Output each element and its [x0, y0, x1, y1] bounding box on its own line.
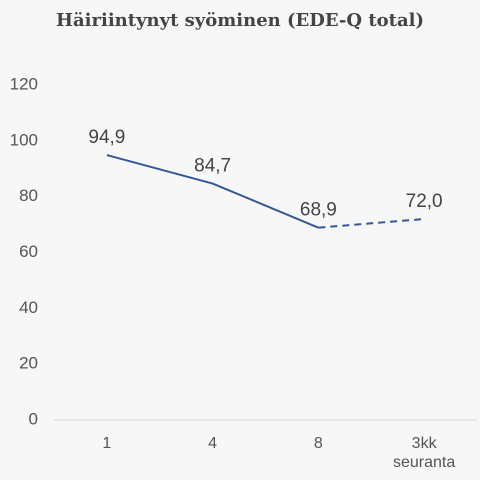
line — [106, 154, 319, 229]
y-tick-label: 60 — [19, 242, 38, 261]
data-label: 72,0 — [406, 191, 443, 212]
data-label: 68,9 — [300, 200, 337, 221]
x-tick-label: 8 — [313, 435, 323, 452]
data-label: 84,7 — [194, 156, 231, 177]
y-tick-label: 20 — [19, 354, 38, 373]
x-tick-label: 1 — [102, 435, 112, 452]
x-tick-label: 4 — [208, 435, 218, 452]
chart-title: Häiriintynyt syöminen (EDE-Q total) — [56, 10, 424, 31]
x-tick-label: 3kk seuranta — [392, 435, 456, 471]
y-tick-label: 80 — [19, 186, 38, 205]
y-tick-label: 40 — [19, 298, 38, 317]
y-tick-label: 0 — [29, 409, 38, 428]
line — [318, 218, 425, 229]
y-tick-label: 120 — [10, 74, 38, 93]
y-tick-label: 100 — [10, 130, 38, 149]
data-label: 94,9 — [88, 127, 125, 148]
